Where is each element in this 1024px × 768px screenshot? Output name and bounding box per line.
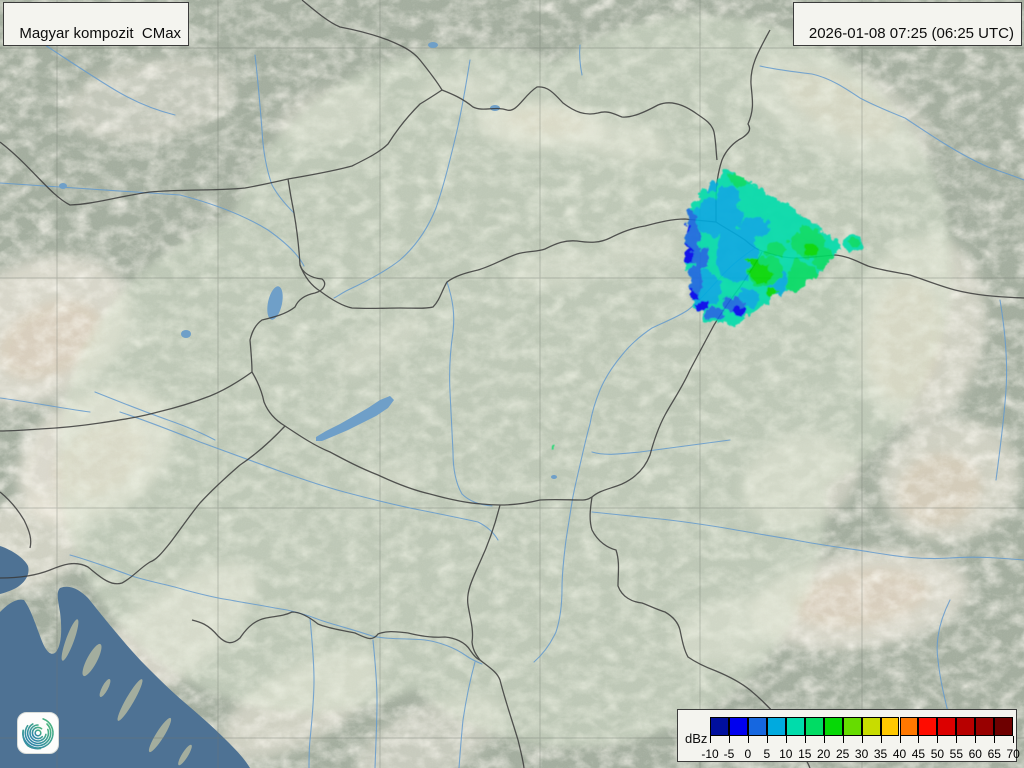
legend-color-cell	[842, 717, 862, 736]
legend-color-cell	[975, 717, 995, 736]
legend-tick	[918, 736, 920, 743]
adriatic-islands	[61, 619, 192, 766]
legend-color-cell	[804, 717, 824, 736]
legend-cells	[710, 717, 1014, 736]
legend-color-cell	[899, 717, 919, 736]
legend-color-cell	[728, 717, 748, 736]
legend-tick-label: 60	[968, 747, 982, 761]
timestamp: 2026-01-08 07:25 (06:25 UTC)	[808, 25, 1014, 42]
legend-tick	[937, 736, 939, 743]
legend-color-cell	[785, 717, 805, 736]
legend-tick	[747, 736, 749, 743]
legend-tick	[766, 736, 768, 743]
legend-color-cell	[918, 717, 938, 736]
timestamp-box: 2026-01-08 07:25 (06:25 UTC)	[792, 2, 1022, 46]
legend-tick-label: -5	[723, 747, 735, 761]
legend-tick-label: 10	[779, 747, 793, 761]
legend-tick	[804, 736, 806, 743]
legend-tick	[710, 736, 711, 743]
legend-tick-label: 20	[817, 747, 831, 761]
map-title-box: Magyar kompozit CMax	[3, 2, 190, 46]
legend-tick-label: 45	[911, 747, 926, 761]
legend-tick	[785, 736, 787, 743]
legend-tick	[728, 736, 730, 743]
legend-color-cell	[747, 717, 767, 736]
legend-tick-label: 25	[835, 747, 850, 761]
legend-ticks: -10 -5 0 5 10 15 20 25 30 35 40 45 50 55 60 65 70	[701, 717, 1020, 761]
lakes	[59, 42, 557, 479]
swirl-strokes	[22, 718, 54, 750]
legend-tick-label: 70	[1006, 747, 1020, 761]
legend-tick	[956, 736, 958, 743]
legend-tick	[994, 736, 996, 743]
legend-tick-label: 35	[873, 747, 888, 761]
lake-balaton	[316, 396, 394, 441]
legend-tick	[823, 736, 825, 743]
legend-tick-label: 0	[744, 747, 752, 761]
legend-color-cell	[861, 717, 881, 736]
legend-tick-label: 40	[892, 747, 907, 761]
legend-tick	[1013, 736, 1015, 743]
hungaromet-swirl-logo-icon	[17, 712, 59, 754]
legend-tick	[861, 736, 863, 743]
legend-tick-label: 30	[854, 747, 869, 761]
legend-color-cell	[956, 717, 976, 736]
legend-tick-label: 65	[987, 747, 1001, 761]
map-title: Magyar kompozit CMax	[19, 25, 182, 42]
legend-color-cell	[823, 717, 843, 736]
dbz-legend: dBz -10 -5 0 5 10 15 20 25 30 35 40 45 50 55 60 65 70	[677, 709, 1020, 762]
legend-color-cell	[937, 717, 957, 736]
lake-neusiedl	[267, 286, 283, 320]
legend-tick-label: 5	[763, 747, 771, 761]
legend-tick	[899, 736, 901, 743]
legend-tick-label: 50	[930, 747, 945, 761]
legend-color-cell	[880, 717, 900, 736]
adriatic-sea	[0, 546, 250, 768]
legend-unit-label: dBz	[685, 731, 708, 746]
legend-tick-label: -10	[701, 747, 719, 761]
legend-color-cell	[766, 717, 786, 736]
legend-color-cell	[994, 717, 1014, 736]
legend-tick	[880, 736, 882, 743]
legend-color-cell	[710, 717, 729, 736]
logo-container	[17, 712, 59, 754]
rivers	[0, 34, 1024, 768]
legend-tick	[842, 736, 844, 743]
legend-tick	[975, 736, 977, 743]
legend-tick-label: 55	[949, 747, 964, 761]
legend-tick-label: 15	[798, 747, 812, 761]
